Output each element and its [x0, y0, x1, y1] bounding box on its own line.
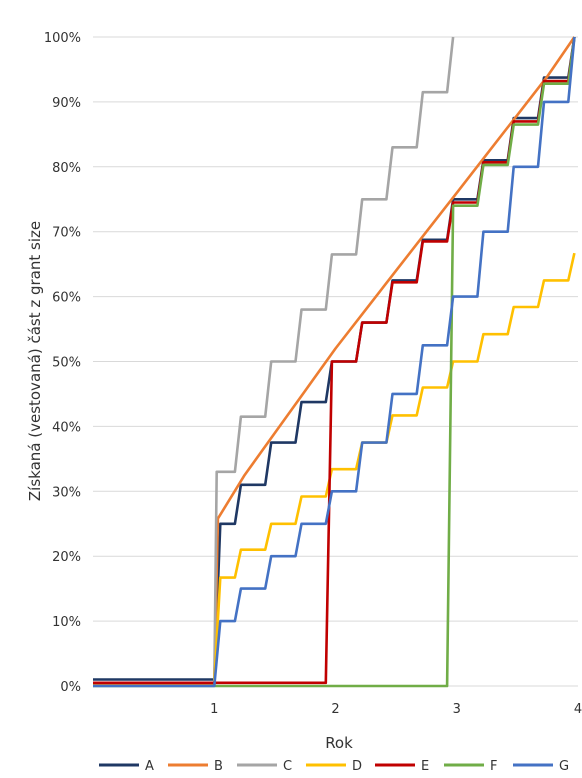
- legend-label: F: [490, 759, 497, 774]
- legend-item-b: B: [168, 759, 223, 774]
- x-tick-labels: 1 2 3 4: [210, 702, 582, 717]
- y-tick-labels: 0% 10% 20% 30% 40% 50% 60% 70% 80% 90% 100%: [44, 31, 81, 695]
- legend-item-f: F: [444, 759, 497, 774]
- x-axis-title: Rok: [325, 734, 353, 752]
- y-tick-label: 80%: [52, 161, 81, 176]
- legend-label: C: [283, 759, 292, 774]
- series-line-c: [93, 36, 455, 685]
- legend-label: G: [559, 759, 569, 774]
- x-tick-label: 4: [574, 702, 582, 717]
- legend-item-g: G: [513, 759, 569, 774]
- series-line-f: [93, 36, 576, 688]
- legend: A B C D E F G: [99, 759, 569, 774]
- x-tick-label: 3: [453, 702, 461, 717]
- series-line-e: [93, 36, 576, 685]
- series-line-b: [93, 36, 576, 686]
- y-tick-label: 100%: [44, 31, 81, 46]
- series-line-g: [93, 36, 576, 688]
- series-line-d: [93, 252, 576, 685]
- y-tick-label: 0%: [60, 680, 81, 695]
- y-tick-label: 90%: [52, 96, 81, 111]
- x-tick-label: 1: [210, 702, 218, 717]
- y-tick-label: 20%: [52, 550, 81, 565]
- y-tick-label: 30%: [52, 485, 81, 500]
- legend-label: B: [214, 759, 223, 774]
- x-tick-label: 2: [331, 702, 339, 717]
- legend-label: A: [145, 759, 154, 774]
- legend-label: E: [421, 759, 429, 774]
- legend-item-c: C: [237, 759, 292, 774]
- y-tick-label: 70%: [52, 226, 81, 241]
- legend-label: D: [352, 759, 362, 774]
- y-tick-label: 10%: [52, 615, 81, 630]
- y-tick-label: 60%: [52, 291, 81, 306]
- y-axis-title: Získaná (vestovaná) část z grant size: [26, 221, 44, 501]
- series-lines: [93, 36, 576, 688]
- y-tick-label: 50%: [52, 356, 81, 371]
- y-tick-label: 40%: [52, 420, 81, 435]
- legend-item-e: E: [375, 759, 429, 774]
- legend-item-d: D: [306, 759, 362, 774]
- legend-item-a: A: [99, 759, 154, 774]
